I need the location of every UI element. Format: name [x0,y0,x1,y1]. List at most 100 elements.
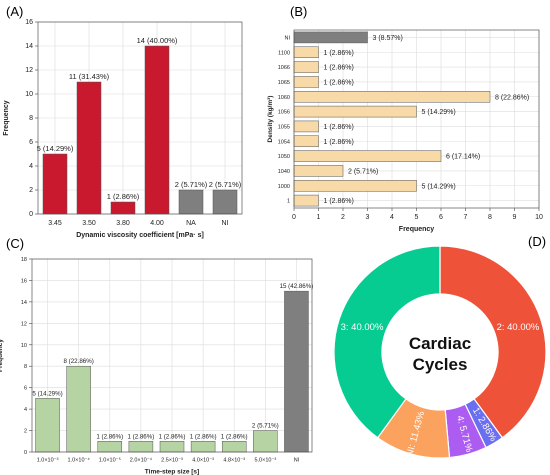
b-data-label: 1 (2.86%) [324,124,354,131]
a-ytick-label: 10 [25,91,33,98]
a-xtick-label: 3.50 [82,220,96,227]
c-xtick-label: 5.0×10⁻³ [254,458,276,464]
b-xlabel: Frequency [399,226,435,233]
a-bar [212,189,238,215]
b-data-label: 1 (2.86%) [324,79,354,86]
c-ytick-label: 8 [24,364,27,370]
b-bar [293,135,319,147]
a-data-label: 1 (2.86%) [107,192,140,201]
b-ytick-label: 1055 [278,124,290,130]
b-data-label: 1 (2.86%) [324,198,354,205]
a-bar [144,45,170,215]
b-bar [293,180,417,192]
b-ytick-label: 1054 [278,139,290,145]
c-data-label: 1 (2.86%) [96,433,123,440]
c-data-label: 15 (42.86%) [280,283,314,290]
a-ytick-label: 16 [25,19,33,26]
c-bar [284,290,309,453]
a-bar [110,201,136,215]
b-xtick-label: 0 [292,214,296,221]
b-data-label: 3 (8.57%) [373,35,403,42]
b-data-label: 2 (5.71%) [348,168,378,175]
a-data-label: 2 (5.71%) [175,180,208,189]
c-ytick-label: 2 [24,429,27,435]
b-data-label: 1 (2.86%) [324,65,354,72]
panel-label-d: (D) [528,234,547,249]
a-ytick-label: 6 [29,139,33,146]
b-ytick-label: 1065 [278,80,290,86]
b-bar [293,150,442,162]
c-xtick-label: 4.8×10⁻³ [223,458,245,464]
c-ytick-label: 4 [24,407,27,413]
d-slice-label: 2: 40.00% [497,322,540,333]
a-xlabel: Dynamic viscosity coefficient [mPa· s] [76,232,204,239]
c-data-label: 1 (2.86%) [190,433,217,440]
a-ytick-label: 8 [29,115,33,122]
d-center-label: Cardiac [409,334,471,353]
a-data-label: 11 (31.43%) [69,72,110,81]
b-bar [293,120,319,133]
b-xtick-label: 9 [513,214,517,221]
c-ylabel: Frequency [0,339,4,372]
b-xtick-label: 4 [390,214,394,221]
c-data-label: 8 (22.86%) [64,358,94,365]
b-bar [293,46,319,58]
a-ytick-label: 0 [29,211,33,218]
c-xlabel: Time-step size [s] [145,469,199,475]
a-data-label: 14 (40.00%) [137,36,178,45]
b-xtick-label: 6 [439,214,443,221]
b-data-label: 1 (2.86%) [324,139,354,146]
c-bar [253,430,278,453]
c-data-label: 1 (2.86%) [159,433,186,440]
c-xtick-label: 1.0×10⁻⁴ [68,457,91,464]
c-ytick-label: 0 [24,450,27,456]
b-xtick-label: 1 [317,214,321,221]
a-data-label: 2 (5.71%) [209,180,242,189]
b-xtick-label: 7 [464,214,468,221]
b-ytick-label: 1060 [278,95,290,101]
b-data-label: 8 (22.86%) [495,94,529,101]
a-ytick-label: 4 [29,163,33,170]
a-ytick-label: 2 [29,187,33,194]
c-xtick-label: 1.0×10⁻³ [37,458,59,464]
b-data-label: 5 (14.29%) [422,109,456,116]
a-xtick-label: 3.45 [48,220,62,227]
d-center-label: Cycles [413,355,468,374]
a-xtick-label: NA [186,220,196,227]
c-ytick-label: 14 [21,300,27,306]
b-ytick-label: 1040 [278,169,290,175]
c-data-label: 1 (2.86%) [127,433,154,440]
b-axes-frame [293,29,540,209]
b-ytick-label: NI [285,35,291,41]
c-bar [221,441,247,453]
c-ytick-label: 12 [21,321,27,327]
c-xtick-label: NI [294,458,300,464]
d-slice [439,245,547,439]
c-ytick-label: 16 [21,278,27,284]
c-bar [97,441,123,453]
b-xtick-label: 10 [535,214,543,221]
a-xtick-label: 4.00 [150,220,164,227]
c-xtick-label: 4.0×10⁻³ [192,458,214,464]
b-ytick-label: 1056 [278,110,290,116]
a-ytick-label: 14 [25,43,33,50]
a-bar [76,81,102,215]
b-ytick-label: 1 [287,199,290,205]
c-xtick-label: 1.0×10⁻⁵ [99,457,121,464]
a-ytick-label: 12 [25,67,33,74]
c-bar [159,441,185,453]
b-bar [293,76,319,88]
b-xtick-label: 2 [341,214,345,221]
b-bar [293,194,319,207]
c-data-label: 2 (5.71%) [252,423,279,430]
a-xtick-label: 3.80 [116,220,130,227]
b-bar [293,105,417,118]
b-data-label: 5 (14.29%) [422,183,456,190]
b-ylabel: Density (kg/m³) [267,96,274,143]
c-bar [128,441,154,453]
panel-label-b: (B) [290,4,308,19]
b-data-label: 6 (17.14%) [446,154,480,161]
c-xtick-label: 2.5×10⁻³ [161,458,183,464]
b-data-label: 1 (2.86%) [324,50,354,57]
